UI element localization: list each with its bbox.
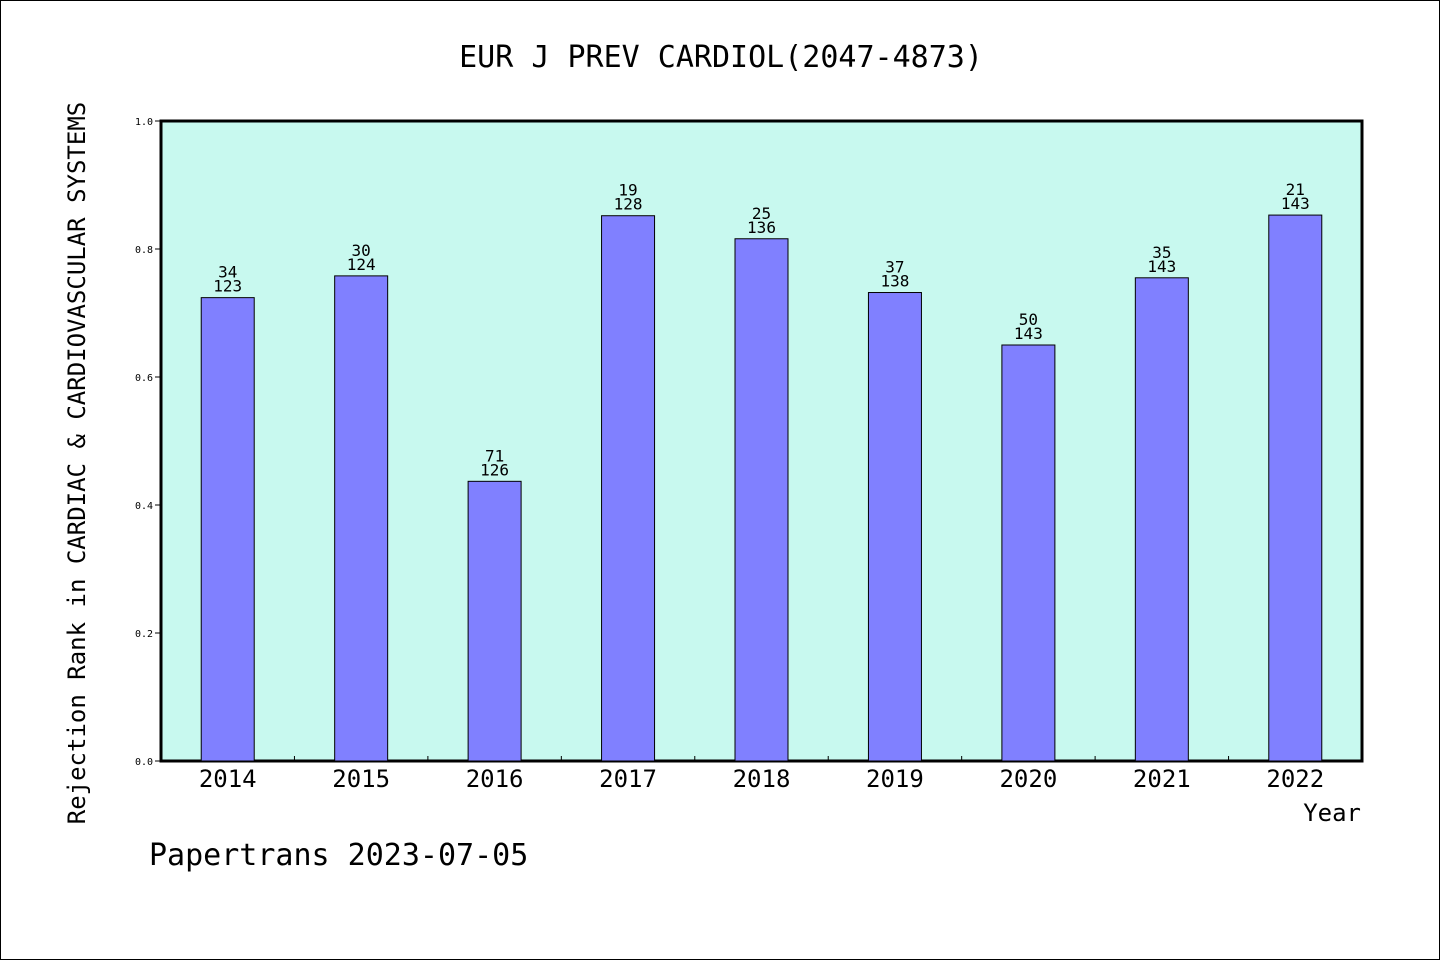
- x-tick-label: 2016: [466, 765, 524, 793]
- bar-rank-label: 21: [1286, 180, 1305, 199]
- y-tick-label: 0.0: [135, 757, 153, 768]
- bar-rank-label: 34: [218, 263, 237, 282]
- bar-total-label: 126: [480, 460, 509, 479]
- bar-2015: [334, 275, 389, 762]
- y-tick-label: 0.6: [135, 373, 153, 384]
- bar-total-label: 123: [213, 277, 242, 296]
- x-axis: 2014 2015 2016 2017 2018 2019 2020 2021 2022: [199, 756, 1324, 793]
- y-tick-label: 0.8: [135, 245, 153, 256]
- bar-total-label: 138: [880, 272, 909, 291]
- x-tick-label: 2019: [866, 765, 924, 793]
- bar-rank-label: 37: [885, 258, 904, 277]
- chart-title: EUR J PREV CARDIOL(2047-4873): [459, 40, 983, 75]
- bar-total-label: 124: [347, 255, 376, 274]
- bar-2020: [1001, 344, 1056, 762]
- bar-2016: [467, 480, 522, 762]
- bar-2022: [1268, 214, 1323, 762]
- bar-2018: [734, 238, 789, 762]
- bar-2021: [1134, 277, 1189, 762]
- y-axis: 0.0 0.2 0.4 0.6 0.8 1.0: [135, 117, 161, 768]
- x-axis-label: Year: [1303, 799, 1361, 827]
- y-tick-label: 0.4: [135, 501, 153, 512]
- x-tick-label: 2021: [1133, 765, 1191, 793]
- x-tick-label: 2022: [1266, 765, 1324, 793]
- bar-total-label: 128: [614, 195, 643, 214]
- bar-total-label: 143: [1281, 194, 1310, 213]
- y-tick-label: 1.0: [135, 117, 153, 128]
- bar-2019: [867, 292, 922, 762]
- bar-2017: [601, 215, 656, 762]
- bar-total-label: 143: [1014, 324, 1043, 343]
- bar-rank-label: 30: [352, 241, 371, 260]
- y-axis-label: Rejection Rank in CARDIAC & CARDIOVASCUL…: [63, 102, 91, 824]
- bar-rank-label: 19: [618, 181, 637, 200]
- bar-2014: [200, 297, 255, 762]
- bar-total-label: 143: [1147, 257, 1176, 276]
- footer-text: Papertrans 2023-07-05: [149, 838, 528, 873]
- x-tick-label: 2015: [332, 765, 390, 793]
- bar-rank-label: 71: [485, 446, 504, 465]
- x-tick-label: 2018: [733, 765, 791, 793]
- bar-rank-label: 25: [752, 204, 771, 223]
- bars-group: [200, 214, 1323, 762]
- y-tick-label: 0.2: [135, 629, 153, 640]
- x-tick-label: 2014: [199, 765, 257, 793]
- bar-rank-label: 50: [1019, 310, 1038, 329]
- x-tick-label: 2017: [599, 765, 657, 793]
- bar-rank-label: 35: [1152, 243, 1171, 262]
- bar-total-label: 136: [747, 218, 776, 237]
- x-tick-label: 2020: [999, 765, 1057, 793]
